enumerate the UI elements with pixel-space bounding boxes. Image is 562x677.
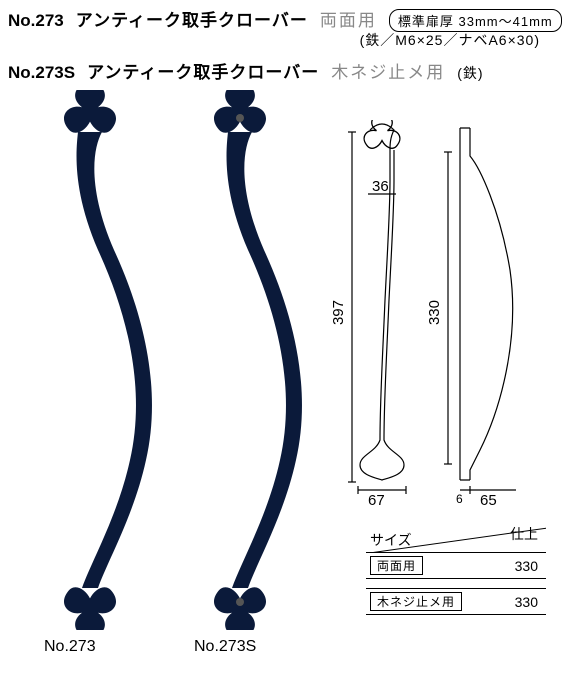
header-row-2: No.273S アンティーク取手クローバー 木ネジ止メ用 (鉄) — [0, 52, 562, 83]
spec-pill: 標準扉厚 33mm～41mm — [389, 9, 562, 32]
handle-label-273s: No.273S — [194, 638, 256, 656]
spec-paren-1: (鉄／M6×25／ナベA6×30) — [0, 30, 562, 50]
handle-273s-image — [170, 90, 310, 630]
product-name: アンティーク取手クローバー — [76, 6, 308, 31]
size-value: 330 — [466, 594, 546, 610]
handle-273-image — [20, 90, 160, 630]
table-row: 木ネジ止メ用 330 — [366, 589, 546, 615]
size-table: サイズ 仕上 両面用 330 木ネジ止メ用 330 — [366, 527, 546, 615]
use-box: 両面用 — [370, 556, 423, 575]
spec-paren-2: (鉄) — [457, 63, 483, 83]
table-row: 両面用 330 — [366, 553, 546, 579]
product-use: 両面用 — [320, 6, 377, 31]
dim-body-width: 36 — [372, 178, 389, 195]
handle-label-273: No.273 — [44, 638, 96, 656]
dim-thickness: 6 — [456, 492, 463, 506]
product-name: アンティーク取手クローバー — [87, 58, 319, 83]
dim-projection: 65 — [480, 492, 497, 509]
product-use: 木ネジ止メ用 — [331, 58, 445, 83]
product-number: No.273 — [8, 11, 64, 31]
size-value: 330 — [466, 558, 546, 574]
dim-base-width: 67 — [368, 492, 385, 509]
dim-hole-pitch: 330 — [426, 300, 443, 325]
use-box: 木ネジ止メ用 — [370, 592, 462, 611]
technical-diagram: 36 397 330 67 6 65 — [330, 120, 550, 500]
header-row-1: No.273 アンティーク取手クローバー 両面用 標準扉厚 33mm～41mm — [0, 0, 562, 32]
dim-overall-height: 397 — [330, 300, 347, 325]
product-number: No.273S — [8, 63, 75, 83]
